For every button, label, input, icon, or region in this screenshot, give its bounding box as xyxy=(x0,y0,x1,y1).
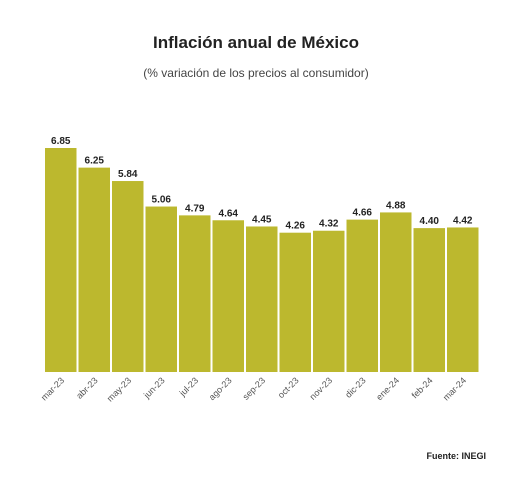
bar-mar-23 xyxy=(45,148,77,372)
value-label-nov-23: 4.32 xyxy=(319,219,339,230)
value-label-jun-23: 5.06 xyxy=(152,195,172,206)
value-label-abr-23: 6.25 xyxy=(85,156,105,167)
x-tick-label-may-23: may-23 xyxy=(105,375,133,403)
value-labels-group: 6.85 6.25 5.84 5.06 4.79 4.64 4.45 4.26 4.32 4.66… xyxy=(51,136,473,232)
chart-title: Inflación anual de México xyxy=(153,33,359,52)
x-tick-label-oct-23: oct-23 xyxy=(276,375,301,400)
value-label-ago-23: 4.64 xyxy=(219,208,239,219)
value-label-sep-23: 4.45 xyxy=(252,214,272,225)
chart-subtitle: (% variación de los precios al consumido… xyxy=(143,66,369,80)
x-tick-label-mar-23: mar-23 xyxy=(39,375,66,402)
value-label-jul-23: 4.79 xyxy=(185,203,205,214)
x-axis-labels: mar-23 abr-23 may-23 jun-23 jul-23 ago-23 sep-… xyxy=(39,375,468,403)
bar-jun-23 xyxy=(145,206,177,372)
value-label-may-23: 5.84 xyxy=(118,169,138,180)
x-tick-label-dic-23: dic-23 xyxy=(343,375,367,399)
bar-oct-23 xyxy=(279,232,311,372)
bar-abr-23 xyxy=(78,167,110,372)
x-tick-label-jun-23: jun-23 xyxy=(141,375,166,400)
value-label-mar-23: 6.85 xyxy=(51,136,71,147)
x-tick-label-jul-23: jul-23 xyxy=(177,375,200,398)
x-tick-label-ago-23: ago-23 xyxy=(207,375,234,402)
bar-feb-24 xyxy=(413,228,445,372)
x-tick-label-abr-23: abr-23 xyxy=(74,375,99,400)
x-tick-label-feb-24: feb-24 xyxy=(410,375,435,400)
x-tick-label-nov-23: nov-23 xyxy=(308,375,335,402)
x-tick-label-mar-24: mar-24 xyxy=(441,375,468,402)
bar-ene-24 xyxy=(380,212,412,372)
bar-dic-23 xyxy=(346,219,378,372)
bar-nov-23 xyxy=(313,230,345,372)
value-label-ene-24: 4.88 xyxy=(386,200,406,211)
x-tick-label-ene-24: ene-24 xyxy=(374,375,401,402)
bar-ago-23 xyxy=(212,220,244,372)
bars-group xyxy=(45,148,479,372)
x-tick-label-sep-23: sep-23 xyxy=(241,375,268,402)
value-label-oct-23: 4.26 xyxy=(286,221,306,232)
value-label-mar-24: 4.42 xyxy=(453,215,473,226)
bar-jul-23 xyxy=(179,215,211,372)
value-label-dic-23: 4.66 xyxy=(353,208,373,219)
bar-may-23 xyxy=(112,181,144,372)
bar-sep-23 xyxy=(246,226,278,372)
bar-mar-24 xyxy=(447,227,479,372)
source-note: Fuente: INEGI xyxy=(426,451,486,461)
value-label-feb-24: 4.40 xyxy=(420,216,440,227)
